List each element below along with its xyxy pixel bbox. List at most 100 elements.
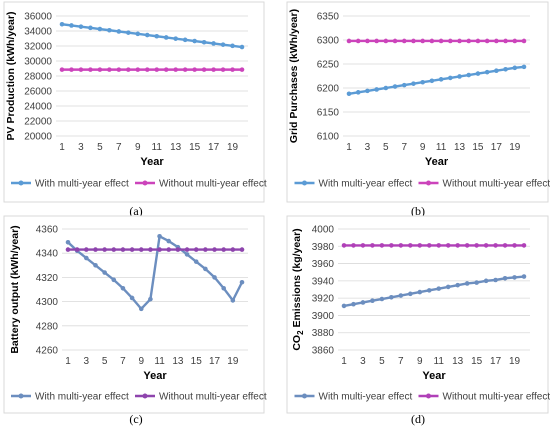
data-point-without-18	[221, 247, 226, 252]
data-point-without-3	[78, 67, 84, 72]
data-point-without-7	[116, 67, 122, 72]
data-point-with-4	[374, 87, 379, 92]
chart-panel-a: 20000 22000 24000 26000 28000 30000 32000 34000…	[3, 1, 267, 218]
data-point-with-13	[173, 36, 178, 41]
x-tick-label: 7	[398, 356, 404, 367]
data-point-without-6	[107, 67, 112, 72]
data-point-without-19	[230, 67, 235, 72]
data-point-with-2	[351, 301, 356, 307]
data-point-with-1	[341, 303, 347, 309]
data-point-without-17	[493, 243, 498, 248]
data-point-with-7	[401, 82, 407, 88]
data-point-without-12	[448, 38, 453, 44]
x-tick-label: 3	[84, 356, 90, 367]
y-tick-label: 6300	[317, 36, 340, 47]
data-point-without-2	[69, 67, 74, 72]
y-tick-label: 3980	[312, 242, 335, 253]
data-point-with-14	[184, 252, 190, 257]
legend-swatch-marker	[142, 393, 148, 399]
data-point-with-1	[59, 21, 65, 27]
y-tick-label: 4360	[36, 225, 59, 236]
x-tick-label: 1	[65, 356, 71, 367]
data-point-without-6	[111, 247, 117, 252]
y-tick-label: 32000	[24, 42, 52, 53]
data-point-without-17	[211, 67, 216, 72]
legend: With multi-year effect Without multi-year…	[11, 179, 267, 190]
data-point-without-10	[148, 247, 153, 252]
data-point-without-11	[438, 38, 444, 44]
data-point-with-9	[135, 31, 141, 37]
x-tick-label: 5	[97, 142, 103, 153]
data-point-without-11	[154, 67, 160, 72]
data-point-without-17	[494, 38, 499, 44]
x-tick-label: 3	[78, 142, 84, 153]
data-point-with-6	[392, 84, 398, 89]
data-point-without-16	[483, 243, 489, 248]
data-point-without-13	[457, 38, 462, 44]
y-axis-label: Grid Purchases (kWh/year)	[288, 9, 300, 143]
data-point-with-16	[203, 266, 208, 272]
x-tick-label: 15	[191, 356, 203, 367]
y-tick-label: 4280	[36, 321, 59, 332]
data-point-without-19	[512, 38, 518, 44]
data-point-without-8	[411, 38, 416, 44]
legend: With multi-year effect Without multi-year…	[294, 392, 550, 403]
data-point-with-8	[411, 81, 416, 86]
x-tick-label: 1	[59, 142, 65, 153]
panel-frame	[3, 1, 265, 203]
y-tick-label: 28000	[24, 72, 52, 83]
data-point-with-7	[116, 29, 122, 34]
y-axis-label-part: CO	[291, 335, 303, 351]
data-point-without-11	[436, 243, 442, 248]
data-point-with-19	[512, 65, 518, 71]
data-point-without-18	[502, 243, 508, 248]
legend-swatch-marker	[18, 180, 24, 186]
y-axis-label: PV Production (kWh/year)	[5, 12, 17, 141]
data-point-without-9	[420, 38, 425, 44]
y-tick-label: 3860	[312, 346, 335, 357]
legend-entry: Without multi-year effect	[159, 179, 267, 190]
x-tick-label: 17	[491, 142, 503, 153]
data-point-with-16	[484, 69, 490, 75]
data-point-without-1	[59, 67, 65, 72]
data-point-with-4	[93, 263, 98, 268]
data-point-with-8	[129, 295, 135, 301]
data-point-without-3	[365, 38, 370, 44]
subfigure-label: (c)	[129, 412, 142, 426]
data-point-without-18	[220, 67, 226, 72]
data-point-without-8	[408, 243, 413, 248]
y-tick-label: 36000	[24, 12, 52, 23]
data-point-with-9	[417, 289, 423, 295]
x-tick-label: 9	[135, 142, 141, 153]
data-point-with-19	[230, 43, 235, 49]
data-point-with-17	[494, 68, 499, 74]
x-tick-label: 1	[346, 142, 352, 153]
data-point-with-5	[379, 296, 385, 302]
data-point-without-14	[464, 243, 470, 248]
data-point-with-9	[138, 306, 144, 312]
legend: With multi-year effect Without multi-year…	[294, 179, 550, 190]
data-point-with-14	[182, 37, 188, 43]
x-tick-label: 9	[138, 356, 144, 367]
data-point-with-17	[211, 41, 216, 46]
y-tick-label: 34000	[24, 27, 52, 38]
data-point-with-12	[163, 35, 169, 40]
data-point-without-15	[475, 38, 481, 44]
data-point-with-18	[220, 42, 226, 47]
data-point-without-15	[474, 243, 479, 248]
data-point-with-6	[389, 294, 394, 300]
data-point-with-3	[360, 300, 366, 305]
data-point-with-10	[429, 78, 435, 84]
x-tick-label: 11	[434, 356, 445, 367]
x-tick-label: 7	[120, 356, 126, 367]
data-point-with-19	[230, 298, 236, 303]
data-point-without-13	[175, 247, 181, 252]
data-point-without-9	[138, 247, 144, 252]
data-point-with-20	[521, 64, 527, 70]
data-point-without-12	[166, 247, 172, 252]
data-point-with-3	[78, 24, 84, 29]
x-axis-label: Year	[422, 370, 446, 382]
data-point-without-1	[346, 38, 352, 44]
